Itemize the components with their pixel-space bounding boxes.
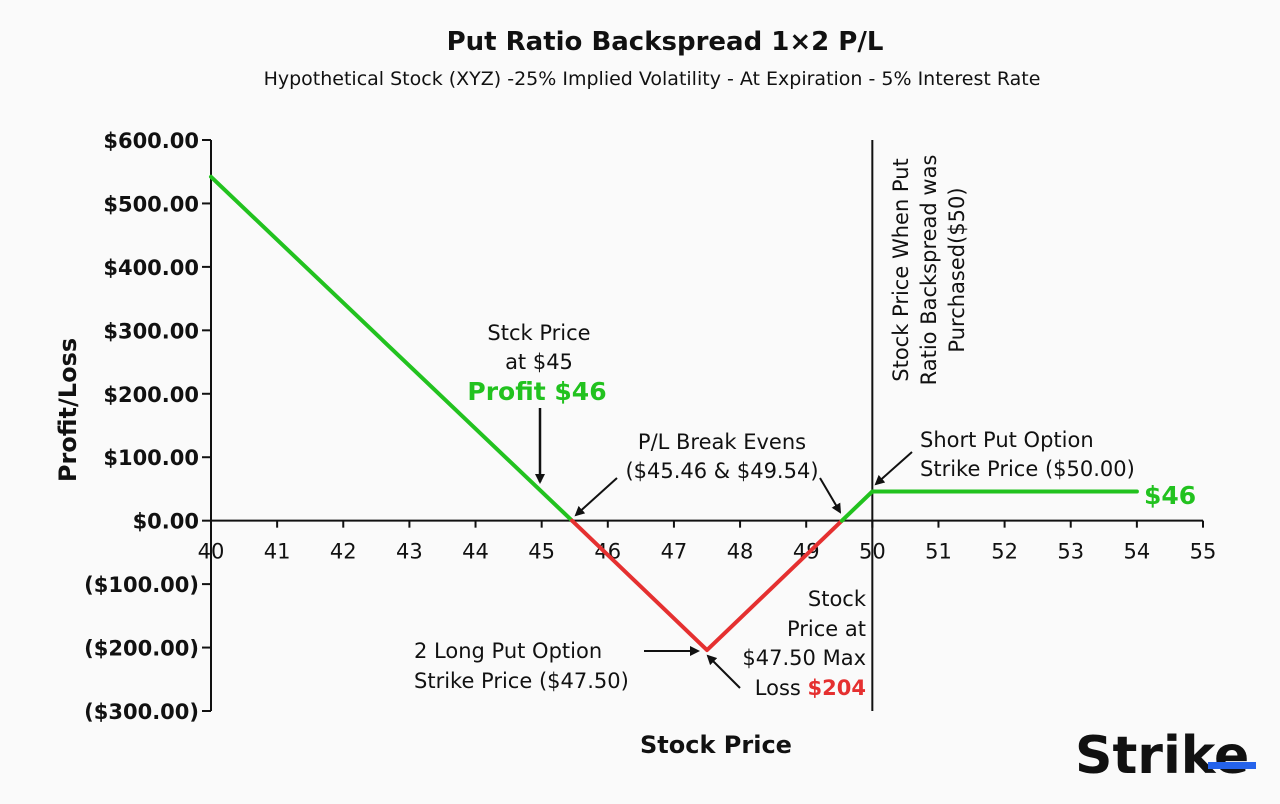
- annotation-maxloss-line2: Price at: [787, 617, 866, 641]
- arrow-maxloss: [706, 654, 741, 689]
- annotation-stock45-line2: at $45: [505, 350, 573, 374]
- axes: $600.00 $500.00 $400.00 $300.00 $200.00 $100.…: [84, 129, 1216, 724]
- vline-label-line1: Stock Price When Put: [889, 158, 913, 382]
- annotation-maxloss-value: $204: [808, 676, 866, 700]
- y-tick-label: $100.00: [103, 446, 199, 470]
- chart-title: Put Ratio Backspread 1×2 P/L: [447, 27, 884, 57]
- y-tick-label: $200.00: [103, 383, 199, 407]
- pl-line-segment-1: [209, 174, 575, 523]
- y-tick-label: $300.00: [103, 319, 199, 343]
- y-tick-label: ($100.00): [84, 573, 199, 597]
- x-tick-label: 41: [264, 540, 291, 564]
- y-tick-label: $0.00: [133, 510, 199, 534]
- x-axis-label: Stock Price: [640, 731, 792, 759]
- x-tick-label: 45: [528, 540, 555, 564]
- annotation-maxloss-line1: Stock: [808, 587, 867, 611]
- vline-label: Stock Price When Put Ratio Backspread wa…: [889, 155, 969, 386]
- annotation-right-value: $46: [1144, 481, 1196, 510]
- y-tick-label: $400.00: [103, 256, 199, 280]
- chart-subtitle: Hypothetical Stock (XYZ) -25% Implied Vo…: [264, 68, 1041, 90]
- arrow-shortput: [874, 451, 913, 486]
- series-layer: [209, 174, 1139, 653]
- annotation-longput-line1: 2 Long Put Option: [414, 639, 602, 663]
- pl-line-segment-3: [839, 489, 1139, 523]
- annotation-profit46: Profit $46: [467, 377, 606, 406]
- x-tick-label: 44: [462, 540, 489, 564]
- annotation-longput-line2: Strike Price ($47.50): [414, 669, 629, 693]
- annotation-breakeven-line2: ($45.46 & $49.54): [625, 459, 818, 483]
- y-tick-label: ($200.00): [84, 637, 199, 661]
- x-tick-label: 55: [1190, 540, 1217, 564]
- x-tick-label: 54: [1123, 540, 1150, 564]
- y-tick-label: $600.00: [103, 129, 199, 153]
- x-tick-label: 48: [727, 540, 754, 564]
- x-tick-label: 52: [991, 540, 1018, 564]
- annotation-maxloss-line4: Loss $204: [755, 676, 866, 700]
- annotation-maxloss-line3: $47.50 Max: [742, 646, 866, 670]
- x-tick-label: 40: [198, 540, 225, 564]
- annotation-shortput-line2: Strike Price ($50.00): [920, 457, 1135, 481]
- x-tick-label: 51: [925, 540, 952, 564]
- y-axis-label: Profit/Loss: [54, 338, 82, 482]
- y-tick-label: $500.00: [103, 192, 199, 216]
- strike-logo: Strike: [1075, 726, 1256, 786]
- annotation-shortput-line1: Short Put Option: [920, 428, 1094, 452]
- vline-label-line2: Ratio Backspread was: [917, 155, 941, 386]
- annotation-maxloss-loss-word: Loss: [755, 676, 808, 700]
- x-tick-label: 47: [661, 540, 688, 564]
- strike-logo-underline: [1208, 762, 1256, 769]
- pl-line-segment-2: [570, 518, 844, 653]
- annotation-stock45-line1: Stck Price: [487, 321, 590, 345]
- strike-logo-text: Strike: [1075, 726, 1249, 786]
- arrow-breakeven-right: [819, 477, 842, 514]
- annotation-breakeven-line1: P/L Break Evens: [638, 430, 806, 454]
- arrow-breakeven-left: [574, 477, 618, 517]
- vline-label-line3: Purchased($50): [945, 187, 969, 352]
- y-tick-label: ($300.00): [84, 700, 199, 724]
- x-tick-label: 53: [1057, 540, 1084, 564]
- x-tick-label: 43: [396, 540, 423, 564]
- x-tick-label: 42: [330, 540, 357, 564]
